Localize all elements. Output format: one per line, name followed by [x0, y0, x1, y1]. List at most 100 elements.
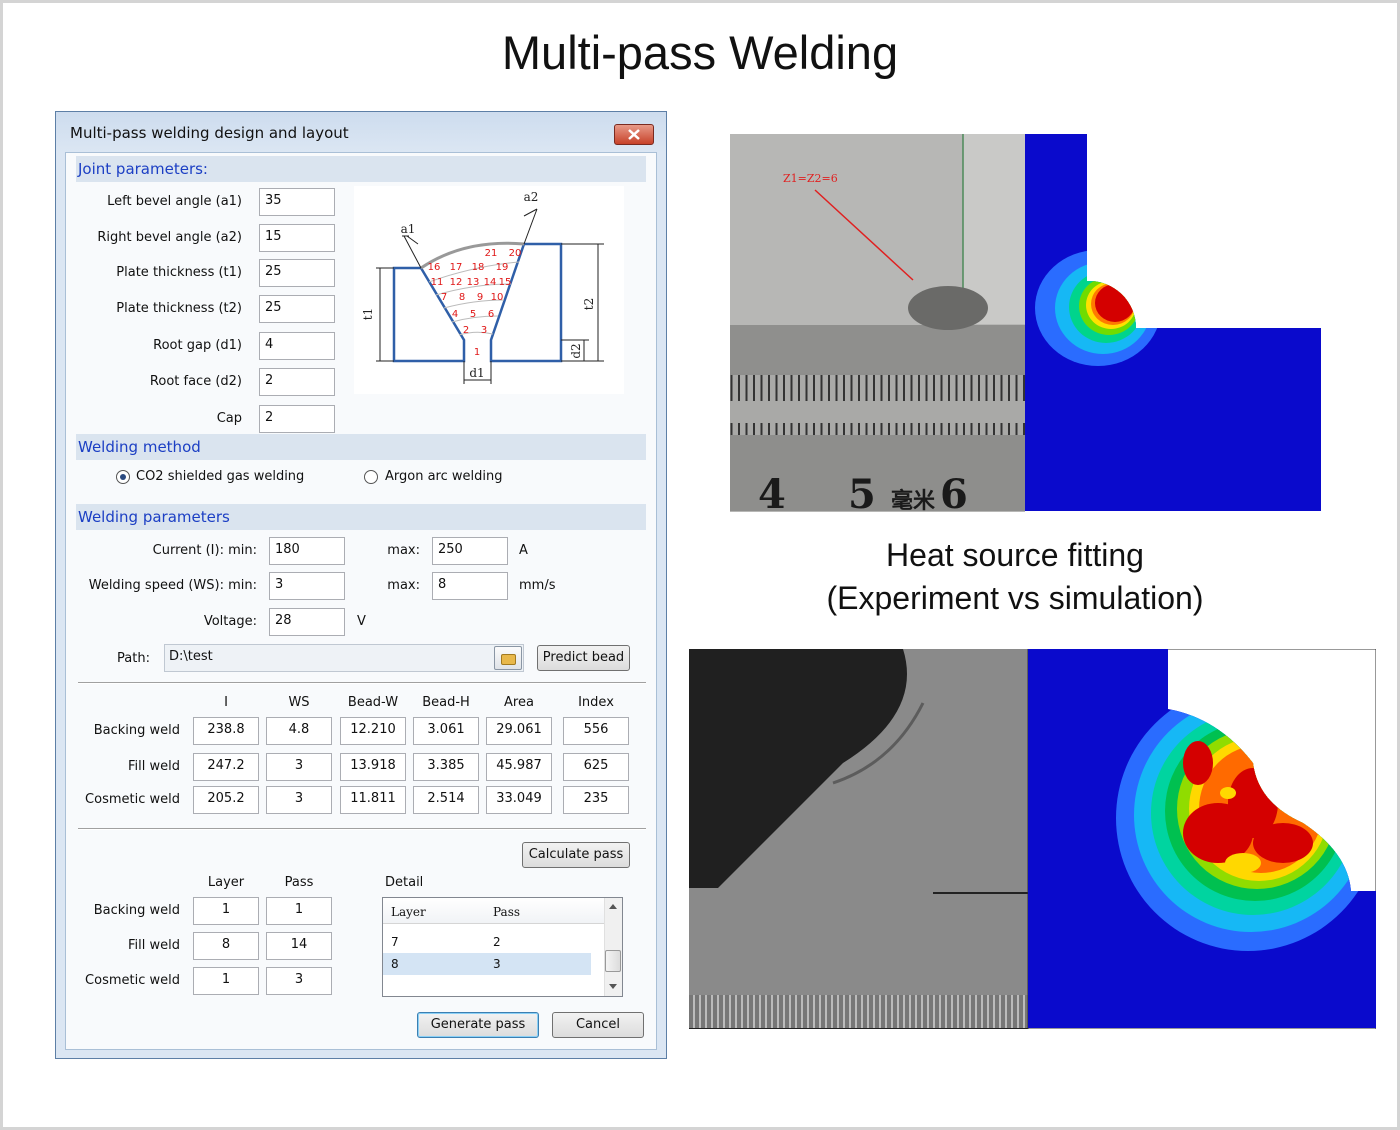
text-input[interactable]: 205.2: [193, 786, 259, 814]
section-heading: Welding method: [76, 434, 646, 460]
bead-number: 21: [485, 248, 498, 259]
text-input[interactable]: 180: [269, 537, 345, 565]
list-cell[interactable]: 2: [493, 935, 501, 949]
column-header: Pass: [284, 875, 314, 890]
text-input[interactable]: 35: [259, 188, 335, 216]
radio-button[interactable]: [116, 470, 130, 484]
figure-caption: (Experiment vs simulation): [826, 580, 1204, 616]
field-label: Root face (d2): [149, 374, 242, 389]
field-label: Left bevel angle (a1): [107, 194, 242, 209]
field-label: Plate thickness (t2): [116, 301, 242, 316]
close-button[interactable]: [614, 124, 654, 145]
text-input[interactable]: 1: [193, 897, 259, 925]
text-input[interactable]: 15: [259, 224, 335, 252]
text-input[interactable]: 4.8: [266, 717, 332, 745]
field-label: max:: [387, 578, 420, 593]
detail-label: Detail: [385, 875, 424, 890]
text-input[interactable]: 238.8: [193, 717, 259, 745]
text-input[interactable]: 45.987: [486, 753, 552, 781]
list-cell[interactable]: 3: [493, 957, 501, 971]
text-input[interactable]: 25: [259, 295, 335, 323]
text-input[interactable]: 8: [432, 572, 508, 600]
text-input[interactable]: 235: [563, 786, 629, 814]
column-header: Bead-W: [347, 695, 399, 710]
list-column-header: Layer: [391, 905, 426, 919]
text-input[interactable]: 8: [193, 932, 259, 960]
button[interactable]: Calculate pass: [522, 842, 630, 868]
text-input[interactable]: 3.385: [413, 753, 479, 781]
bead-number: 3: [481, 325, 487, 336]
field-label: Path:: [117, 651, 150, 666]
field-label: Plate thickness (t1): [116, 265, 242, 280]
bead-number: 12: [450, 277, 463, 288]
column-header: I: [224, 695, 228, 710]
bead-number: 6: [488, 309, 494, 320]
diagram-label: a1: [401, 222, 416, 236]
list-column-header: Pass: [493, 905, 521, 919]
list-cell[interactable]: 8: [391, 957, 399, 971]
button[interactable]: Cancel: [552, 1012, 644, 1038]
bead-number: 11: [431, 277, 444, 288]
text-input[interactable]: 250: [432, 537, 508, 565]
unit-label: A: [519, 543, 528, 558]
detail-list[interactable]: Layer Pass 7 2 8 3: [382, 897, 623, 997]
list-cell[interactable]: 7: [391, 935, 399, 949]
text-input[interactable]: 12.210: [340, 717, 406, 745]
folder-icon: [501, 654, 516, 665]
text-input[interactable]: 3: [266, 753, 332, 781]
field-label: Cap: [216, 411, 242, 426]
scroll-arrow-down[interactable]: [609, 984, 617, 989]
ruler-label: 4: [758, 471, 786, 512]
text-input[interactable]: 2: [259, 405, 335, 433]
text-input[interactable]: 11.811: [340, 786, 406, 814]
text-input[interactable]: 4: [259, 332, 335, 360]
row-label: Backing weld: [93, 723, 180, 738]
row-label: Fill weld: [128, 938, 180, 953]
scrollbar[interactable]: [604, 898, 622, 996]
text-input[interactable]: 13.918: [340, 753, 406, 781]
column-header: Bead-H: [422, 695, 470, 710]
text-input[interactable]: 29.061: [486, 717, 552, 745]
text-input[interactable]: 25: [259, 259, 335, 287]
button[interactable]: Predict bead: [537, 645, 630, 671]
separator: [78, 828, 646, 830]
text-input[interactable]: 625: [563, 753, 629, 781]
row-label: Fill weld: [128, 759, 180, 774]
text-input[interactable]: 1: [193, 967, 259, 995]
text-input[interactable]: 3.061: [413, 717, 479, 745]
path-input[interactable]: D:\test: [164, 644, 524, 672]
list-header: [383, 898, 604, 924]
bead-number: 14: [484, 277, 497, 288]
browse-button[interactable]: [494, 646, 522, 670]
text-input[interactable]: 3: [269, 572, 345, 600]
bead-number: 18: [472, 262, 485, 273]
text-input[interactable]: 247.2: [193, 753, 259, 781]
column-header: WS: [288, 695, 310, 710]
scroll-arrow-up[interactable]: [609, 904, 617, 909]
text-input[interactable]: 28: [269, 608, 345, 636]
bead-number: 2: [463, 325, 469, 336]
bead-number: 19: [496, 262, 509, 273]
text-input[interactable]: 3: [266, 786, 332, 814]
experiment-vs-simulation-top: Z1=Z2=6 4 5 毫米 6: [730, 134, 1321, 512]
text-input[interactable]: 33.049: [486, 786, 552, 814]
text-input[interactable]: 2.514: [413, 786, 479, 814]
scroll-thumb[interactable]: [605, 950, 621, 972]
button[interactable]: Generate pass: [417, 1012, 539, 1038]
text-input[interactable]: 3: [266, 967, 332, 995]
text-input[interactable]: 2: [259, 368, 335, 396]
dialog-title: Multi-pass welding design and layout: [70, 124, 349, 142]
text-input[interactable]: 1: [266, 897, 332, 925]
experiment-annotation: Z1=Z2=6: [783, 172, 838, 185]
field-label: Current (I): min:: [152, 543, 257, 558]
radio-button[interactable]: [364, 470, 378, 484]
close-icon: [628, 129, 640, 140]
column-header: Layer: [207, 875, 245, 890]
selected-row: [383, 953, 591, 975]
bead-number: 1: [474, 347, 480, 358]
bead-number: 13: [467, 277, 480, 288]
text-input[interactable]: 14: [266, 932, 332, 960]
text-input[interactable]: 556: [563, 717, 629, 745]
